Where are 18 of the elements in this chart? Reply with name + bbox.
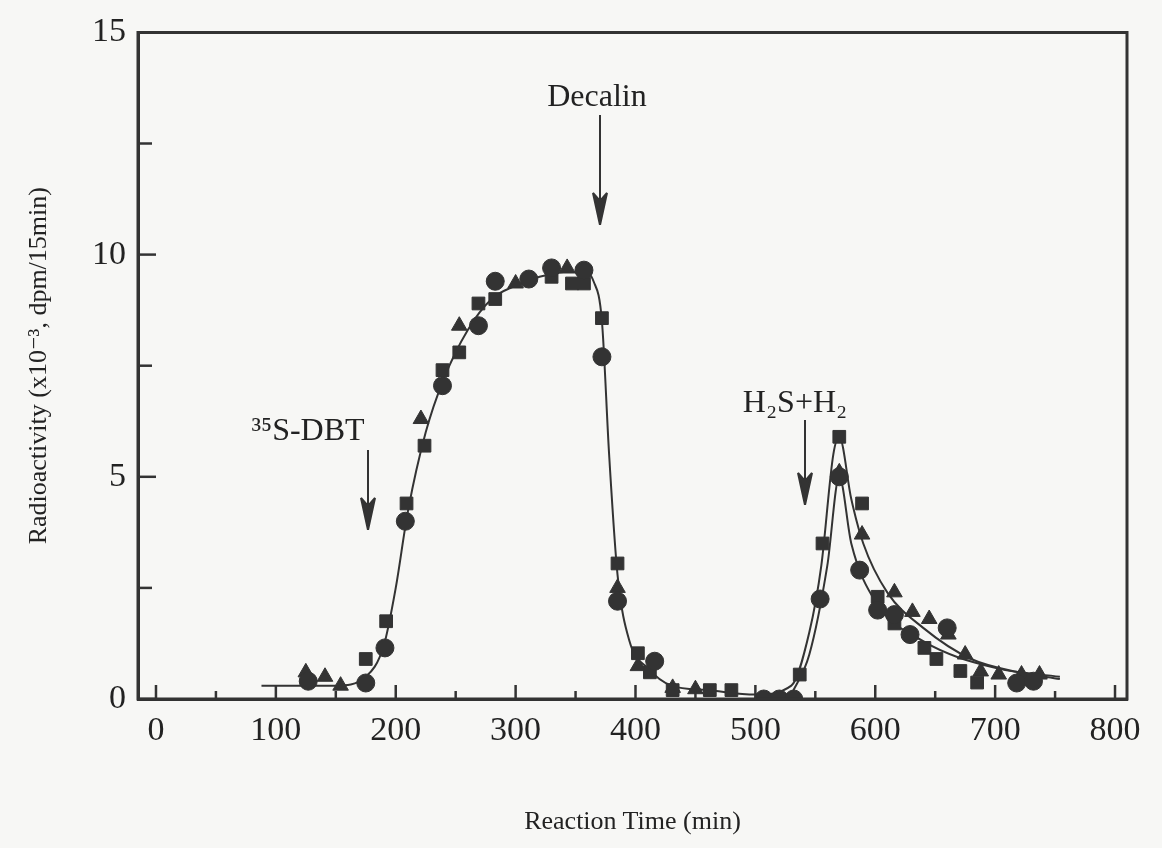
y-tick-label: 10 [92, 233, 126, 271]
annotation: H₂S+H₂ [742, 382, 848, 420]
x-tick-label: 400 [610, 710, 661, 748]
x-axis-title: Reaction Time (min) [524, 806, 741, 836]
x-tick-label: 0 [147, 710, 165, 748]
x-tick-label: 600 [849, 710, 901, 748]
y-tick-label: 5 [109, 455, 126, 493]
x-tick-label: 500 [729, 710, 781, 748]
annotation: ³⁵S-DBT [251, 410, 365, 448]
x-tick-label: 100 [250, 710, 302, 748]
x-tick-label: 300 [490, 710, 542, 748]
y-axis-title: Radioactivity (x10⁻³, dpm/15min) [23, 187, 53, 545]
x-tick-label: 800 [1089, 710, 1141, 748]
x-tick-label: 700 [969, 710, 1021, 748]
x-tick-label: 200 [370, 710, 422, 748]
y-tick-label: 15 [92, 11, 126, 49]
y-tick-label: 0 [109, 677, 126, 715]
annotation: Decalin [547, 76, 647, 114]
